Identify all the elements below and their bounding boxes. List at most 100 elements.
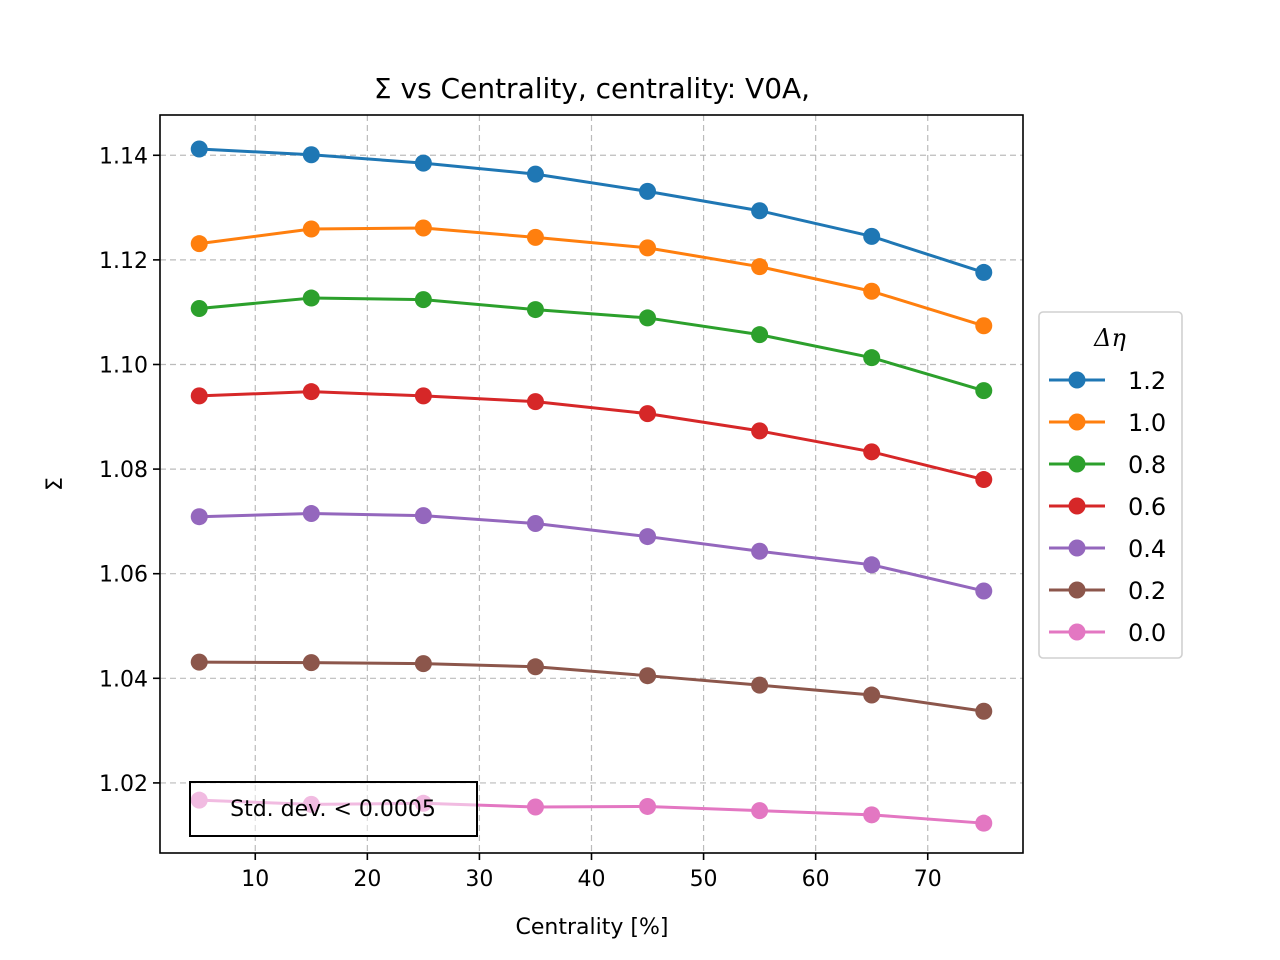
legend-marker (1068, 539, 1086, 557)
series-1.2 (190, 140, 993, 281)
data-point (863, 556, 881, 574)
data-point (639, 309, 657, 327)
y-tick-label: 1.12 (99, 249, 148, 274)
legend-label: 0.4 (1128, 535, 1166, 563)
data-point (975, 382, 993, 400)
y-axis-title: Σ (43, 477, 68, 491)
y-tick-label: 1.06 (99, 563, 148, 588)
data-point (639, 239, 657, 257)
data-point (751, 802, 769, 820)
data-point (975, 471, 993, 489)
data-point (863, 806, 881, 824)
legend-entry: 0.8 (1049, 451, 1166, 479)
legend-marker (1068, 581, 1086, 599)
legend-label: 0.0 (1128, 619, 1166, 647)
series-1.0 (190, 219, 993, 335)
legend-label: 0.6 (1128, 493, 1166, 521)
series-line (199, 147, 985, 274)
legend-title: Δη (1093, 324, 1126, 352)
y-tick-label: 1.10 (99, 353, 148, 378)
x-tick-label: 30 (465, 867, 493, 892)
y-tick-label: 1.08 (99, 458, 148, 483)
data-point (751, 542, 769, 560)
legend-label: 0.2 (1128, 577, 1166, 605)
x-tick-label: 50 (690, 867, 718, 892)
y-tick-label: 1.02 (99, 772, 148, 797)
data-point (526, 798, 544, 816)
data-point (190, 387, 208, 405)
legend: Δη 1.2 1.0 0.8 0.6 0.4 0.2 0.0 (1038, 311, 1183, 659)
data-point (863, 282, 881, 300)
legend-marker (1068, 623, 1086, 641)
data-point (975, 582, 993, 600)
series-line (199, 226, 985, 328)
x-tick-label: 20 (353, 867, 381, 892)
series-line (199, 390, 985, 482)
y-tick-label: 1.04 (99, 667, 148, 692)
legend-entries: 1.2 1.0 0.8 0.6 0.4 0.2 0.0 (1049, 367, 1166, 647)
data-point (975, 702, 993, 720)
series-0.6 (190, 383, 993, 489)
data-point (751, 422, 769, 440)
legend-marker (1068, 413, 1086, 431)
y-tick-label: 1.14 (99, 144, 148, 169)
data-point (526, 514, 544, 532)
data-point (863, 686, 881, 704)
data-point (302, 505, 320, 523)
data-point (414, 655, 432, 673)
data-point (190, 235, 208, 253)
data-point (190, 140, 208, 158)
data-point (975, 814, 993, 832)
series-0.2 (190, 653, 993, 720)
data-point (302, 383, 320, 401)
legend-entry: 0.4 (1049, 535, 1166, 563)
x-tick-label: 10 (241, 867, 269, 892)
x-tick-label: 60 (802, 867, 830, 892)
series-0.8 (190, 289, 993, 400)
data-point (751, 202, 769, 220)
data-point (526, 301, 544, 319)
x-axis: 10 20 30 40 50 60 70 (241, 853, 942, 892)
data-point (526, 658, 544, 676)
annotation-frame (189, 781, 478, 837)
data-point (414, 219, 432, 237)
series-0.4 (190, 505, 993, 600)
series-line (199, 512, 985, 593)
grid (160, 115, 1023, 853)
legend-label: 0.8 (1128, 451, 1166, 479)
x-axis-title: Centrality [%] (516, 915, 669, 940)
data-point (639, 667, 657, 685)
data-point (639, 405, 657, 423)
legend-frame (1038, 311, 1183, 659)
legend-entry: 0.6 (1049, 493, 1166, 521)
annotation-text: Std. dev. < 0.0005 (230, 797, 436, 822)
data-point (190, 653, 208, 671)
data-point (863, 227, 881, 245)
legend-label: 1.0 (1128, 409, 1166, 437)
data-point (526, 228, 544, 246)
data-point (863, 349, 881, 367)
data-point (526, 165, 544, 183)
data-point (414, 154, 432, 172)
series-line (199, 660, 984, 713)
chart-title: Σ vs Centrality, centrality: V0A, (374, 72, 810, 105)
legend-entry: 0.2 (1049, 577, 1166, 605)
legend-label: 1.2 (1128, 367, 1166, 395)
data-point (639, 182, 657, 200)
data-point (526, 393, 544, 411)
legend-entry: 1.2 (1049, 367, 1166, 395)
legend-marker (1068, 371, 1086, 389)
data-point (751, 258, 769, 276)
data-point (639, 528, 657, 546)
legend-entry: 0.0 (1049, 619, 1166, 647)
data-point (302, 146, 320, 164)
data-point (190, 508, 208, 526)
legend-marker (1068, 455, 1086, 473)
data-point (302, 289, 320, 307)
data-point (751, 326, 769, 344)
series-layer (190, 140, 993, 832)
data-point (302, 654, 320, 672)
x-tick-label: 70 (914, 867, 942, 892)
data-point (414, 387, 432, 405)
series-line (199, 296, 985, 393)
